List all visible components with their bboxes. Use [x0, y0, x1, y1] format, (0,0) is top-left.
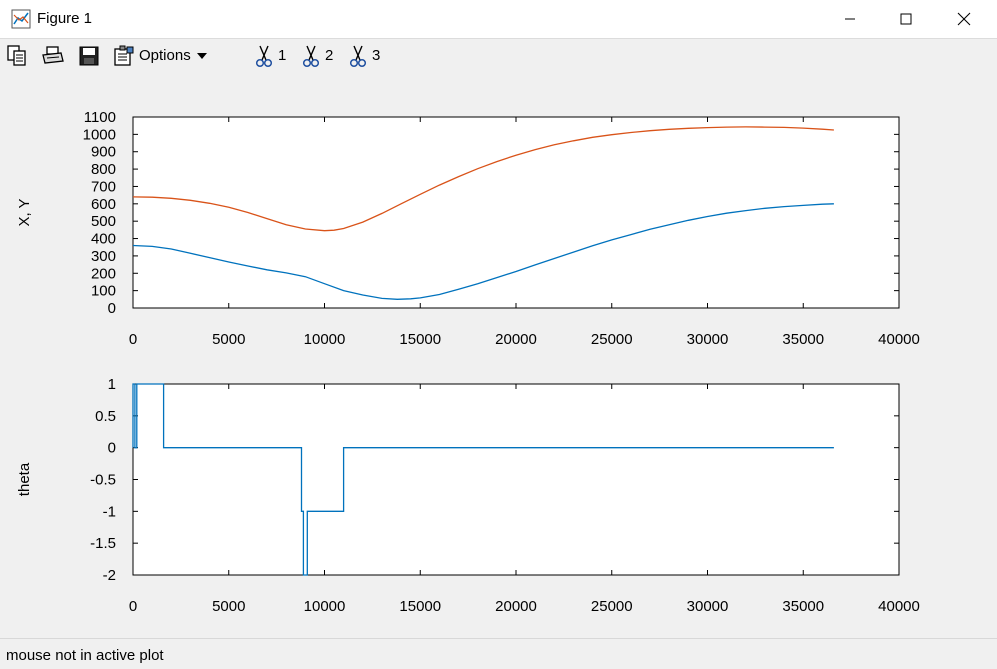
cut-3-label[interactable]: 3: [372, 47, 381, 64]
x-tick-label: 5000: [212, 598, 245, 615]
y-tick-label: -0.5: [90, 472, 116, 489]
y-tick-label: 600: [91, 196, 116, 213]
y-tick-label: 100: [91, 283, 116, 300]
scissors-icon[interactable]: [346, 44, 370, 68]
axes-box-2: [132, 383, 900, 576]
figure-app-icon: [11, 9, 31, 29]
scissors-icon[interactable]: [252, 44, 276, 68]
plots-canvas[interactable]: 0 5000 10000 15000 20000 25000 30000 35000 40000…: [0, 73, 997, 638]
x-tick-label: 20000: [495, 598, 537, 615]
print-icon[interactable]: [41, 44, 65, 68]
status-text: mouse not in active plot: [6, 647, 164, 664]
y-tick-label: -1: [103, 503, 116, 520]
y-tick-label: 1100: [84, 109, 116, 126]
close-button[interactable]: [935, 0, 993, 38]
y-tick-label: 0: [108, 300, 116, 317]
maximize-icon: [900, 13, 912, 25]
close-icon: [957, 12, 971, 26]
cut-1-label[interactable]: 1: [278, 47, 287, 64]
y-tick-label: 400: [91, 231, 116, 248]
x-tick-label: 10000: [304, 598, 346, 615]
toolbar: Options 1 2 3: [0, 39, 997, 73]
window-title: Figure 1: [37, 10, 93, 27]
x-tick-label: 10000: [304, 331, 346, 348]
y-tick-label: 700: [91, 178, 116, 195]
x-tick-label: 0: [129, 331, 137, 348]
copy-icon[interactable]: [5, 44, 29, 68]
x-tick-label: 40000: [878, 331, 920, 348]
y-axis-label: theta: [16, 462, 33, 496]
x-tick-label: 0: [129, 598, 137, 615]
x-tick-label: 15000: [399, 331, 441, 348]
x-tick-label: 40000: [878, 598, 920, 615]
series-line-1-2: [132, 126, 834, 232]
x-tick-label: 15000: [399, 598, 441, 615]
y-tick-label: 900: [91, 144, 116, 161]
chevron-down-icon[interactable]: [197, 53, 207, 59]
x-tick-label: 35000: [782, 598, 824, 615]
scissors-icon[interactable]: [299, 44, 323, 68]
x-tick-label: 30000: [687, 331, 729, 348]
x-tick-label: 35000: [782, 331, 824, 348]
series-line-1-1: [132, 203, 834, 300]
options-menu-label[interactable]: Options: [139, 47, 191, 64]
y-tick-label: 1000: [83, 126, 116, 143]
save-icon[interactable]: [77, 44, 101, 68]
y-tick-label: 0.5: [95, 408, 116, 425]
status-bar: mouse not in active plot: [0, 638, 997, 669]
y-tick-label: 1: [108, 376, 116, 393]
x-tick-label: 20000: [495, 331, 537, 348]
y-tick-label: -2: [103, 567, 116, 584]
y-tick-label: 300: [91, 248, 116, 265]
maximize-button[interactable]: [877, 0, 935, 38]
x-tick-label: 30000: [687, 598, 729, 615]
x-tick-label: 5000: [212, 331, 245, 348]
minimize-button[interactable]: [821, 0, 879, 38]
y-tick-label: 200: [91, 265, 116, 282]
y-tick-label: 800: [91, 161, 116, 178]
x-tick-label: 25000: [591, 331, 633, 348]
plot-area: 0 5000 10000 15000 20000 25000 30000 35000 40000…: [0, 73, 997, 638]
x-tick-label: 25000: [591, 598, 633, 615]
y-tick-label: -1.5: [90, 535, 116, 552]
series-line-2-1: [132, 383, 834, 576]
y-tick-label: 500: [91, 213, 116, 230]
title-bar: Figure 1: [0, 0, 997, 39]
options-icon[interactable]: [112, 44, 136, 68]
y-tick-label: 0: [108, 440, 116, 457]
axes-box-1: [132, 116, 900, 309]
minimize-icon: [845, 18, 855, 20]
y-axis-label: X, Y: [16, 198, 33, 226]
cut-2-label[interactable]: 2: [325, 47, 334, 64]
